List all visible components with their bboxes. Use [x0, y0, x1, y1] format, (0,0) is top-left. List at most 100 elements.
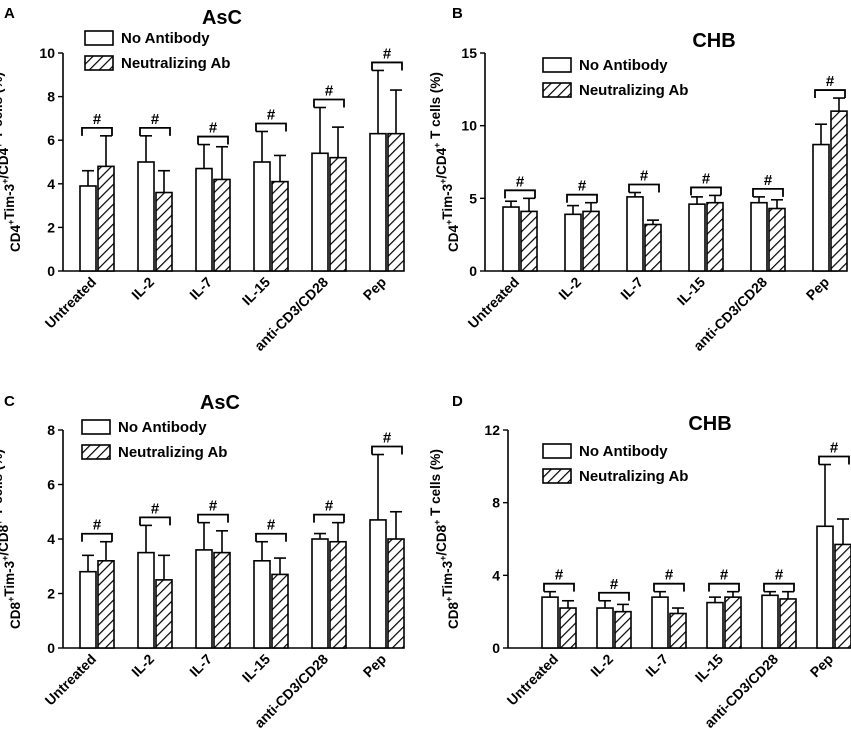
significance-mark: # [720, 567, 729, 584]
y-tick-label: 5 [469, 190, 477, 206]
legend-label: Neutralizing Ab [121, 55, 230, 72]
bar-no-antibody [564, 213, 582, 272]
bar-no-antibody [651, 596, 669, 649]
significance-mark: # [267, 106, 276, 123]
bar-no-antibody [79, 185, 97, 272]
category-label: IL-15 [239, 651, 274, 686]
category-label: IL-2 [128, 651, 157, 680]
chart-title: AsC [202, 7, 242, 29]
y-axis-label-sup: + [0, 179, 10, 184]
bar-no-antibody [816, 525, 834, 649]
bar-no-antibody [688, 203, 706, 272]
chart-title: AsC [200, 392, 240, 414]
bar-neutralizing-ab [706, 201, 724, 272]
category-label: Pep [360, 651, 389, 680]
bar-neutralizing-ab [155, 191, 173, 272]
bar-neutralizing-ab [582, 210, 600, 272]
legend-label: Neutralizing Ab [579, 82, 688, 99]
bar-neutralizing-ab [834, 543, 851, 649]
panel-label: C [4, 393, 15, 410]
significance-bracket [81, 532, 113, 542]
y-tick-label: 0 [47, 640, 55, 656]
y-axis-label-part: Tim-3 [440, 560, 455, 596]
significance-mark: # [209, 498, 218, 515]
significance-mark: # [555, 567, 564, 584]
significance-mark: # [665, 567, 674, 584]
significance-bracket [255, 532, 287, 542]
bar-neutralizing-ab [155, 579, 173, 649]
bar-neutralizing-ab [559, 607, 577, 649]
category-label: Untreated [42, 274, 100, 332]
y-axis-label-sup: + [444, 220, 454, 225]
bar-no-antibody [79, 570, 97, 649]
y-tick-label: 2 [47, 586, 55, 602]
y-tick-label: 6 [47, 132, 55, 148]
category-label: IL-7 [642, 651, 671, 680]
chart-title: CHB [688, 413, 731, 435]
y-tick-label: 8 [47, 422, 55, 438]
y-tick-label: 8 [492, 495, 500, 511]
significance-mark: # [702, 170, 711, 187]
category-label: IL-15 [674, 274, 709, 309]
bar-no-antibody [311, 152, 329, 272]
bar-no-antibody [253, 559, 271, 649]
bar-no-antibody [195, 167, 213, 272]
legend-label: No Antibody [118, 419, 207, 436]
bar-neutralizing-ab [614, 610, 632, 649]
y-axis-label-sup: + [0, 520, 4, 525]
legend-swatch-neutralizing-ab [542, 468, 572, 484]
bar-neutralizing-ab [97, 559, 115, 649]
bar-neutralizing-ab [213, 178, 231, 272]
y-tick-label: 0 [47, 263, 55, 279]
significance-mark: # [640, 168, 649, 185]
significance-bracket [653, 582, 685, 592]
category-label: Untreated [42, 651, 100, 709]
significance-bracket [543, 582, 575, 592]
bar-no-antibody [137, 551, 155, 649]
y-tick-label: 0 [492, 640, 500, 656]
legend-swatch-neutralizing-ab [84, 55, 114, 71]
y-axis-label-sup: + [0, 143, 4, 148]
significance-bracket [371, 445, 403, 455]
chart-title: CHB [692, 30, 735, 52]
bar-neutralizing-ab [271, 573, 289, 649]
significance-mark: # [610, 576, 619, 593]
category-label: Untreated [504, 651, 562, 709]
legend-swatch-neutralizing-ab [81, 444, 111, 460]
y-tick-label: 4 [47, 176, 55, 192]
y-axis-label-part: CD4 [8, 224, 23, 251]
bar-no-antibody [253, 161, 271, 272]
y-axis-label-part: T cells (%) [428, 449, 443, 520]
legend-swatch-no-antibody [81, 419, 111, 435]
bar-no-antibody [195, 549, 213, 649]
bar-no-antibody [750, 201, 768, 272]
bar-neutralizing-ab [213, 551, 231, 649]
category-label: Pep [807, 651, 836, 680]
category-label: Untreated [465, 274, 523, 332]
legend-label: No Antibody [121, 30, 210, 47]
y-axis-label-part: /CD4 [434, 147, 449, 178]
bar-neutralizing-ab [669, 612, 687, 649]
category-label: IL-15 [239, 274, 274, 309]
significance-mark: # [578, 178, 587, 195]
significance-mark: # [830, 440, 839, 457]
significance-mark: # [516, 173, 525, 190]
significance-mark: # [764, 172, 773, 189]
y-axis-label-part: CD4 [446, 224, 461, 251]
y-axis-label-sup: + [0, 556, 10, 561]
y-axis-label: CD4+Tim-3+/CD4+ T cells (%) [0, 72, 23, 252]
y-axis-label-part: T cells (%) [428, 72, 443, 143]
significance-bracket [708, 582, 740, 592]
significance-bracket [763, 582, 795, 592]
significance-mark: # [151, 111, 160, 128]
y-axis-label-part: /CD8 [434, 524, 449, 555]
y-tick-label: 12 [484, 422, 500, 438]
legend-label: Neutralizing Ab [118, 444, 227, 461]
bar-no-antibody [761, 594, 779, 649]
significance-bracket [313, 513, 345, 523]
significance-bracket [139, 516, 171, 526]
legend-swatch-no-antibody [542, 57, 572, 73]
significance-mark: # [826, 73, 835, 90]
